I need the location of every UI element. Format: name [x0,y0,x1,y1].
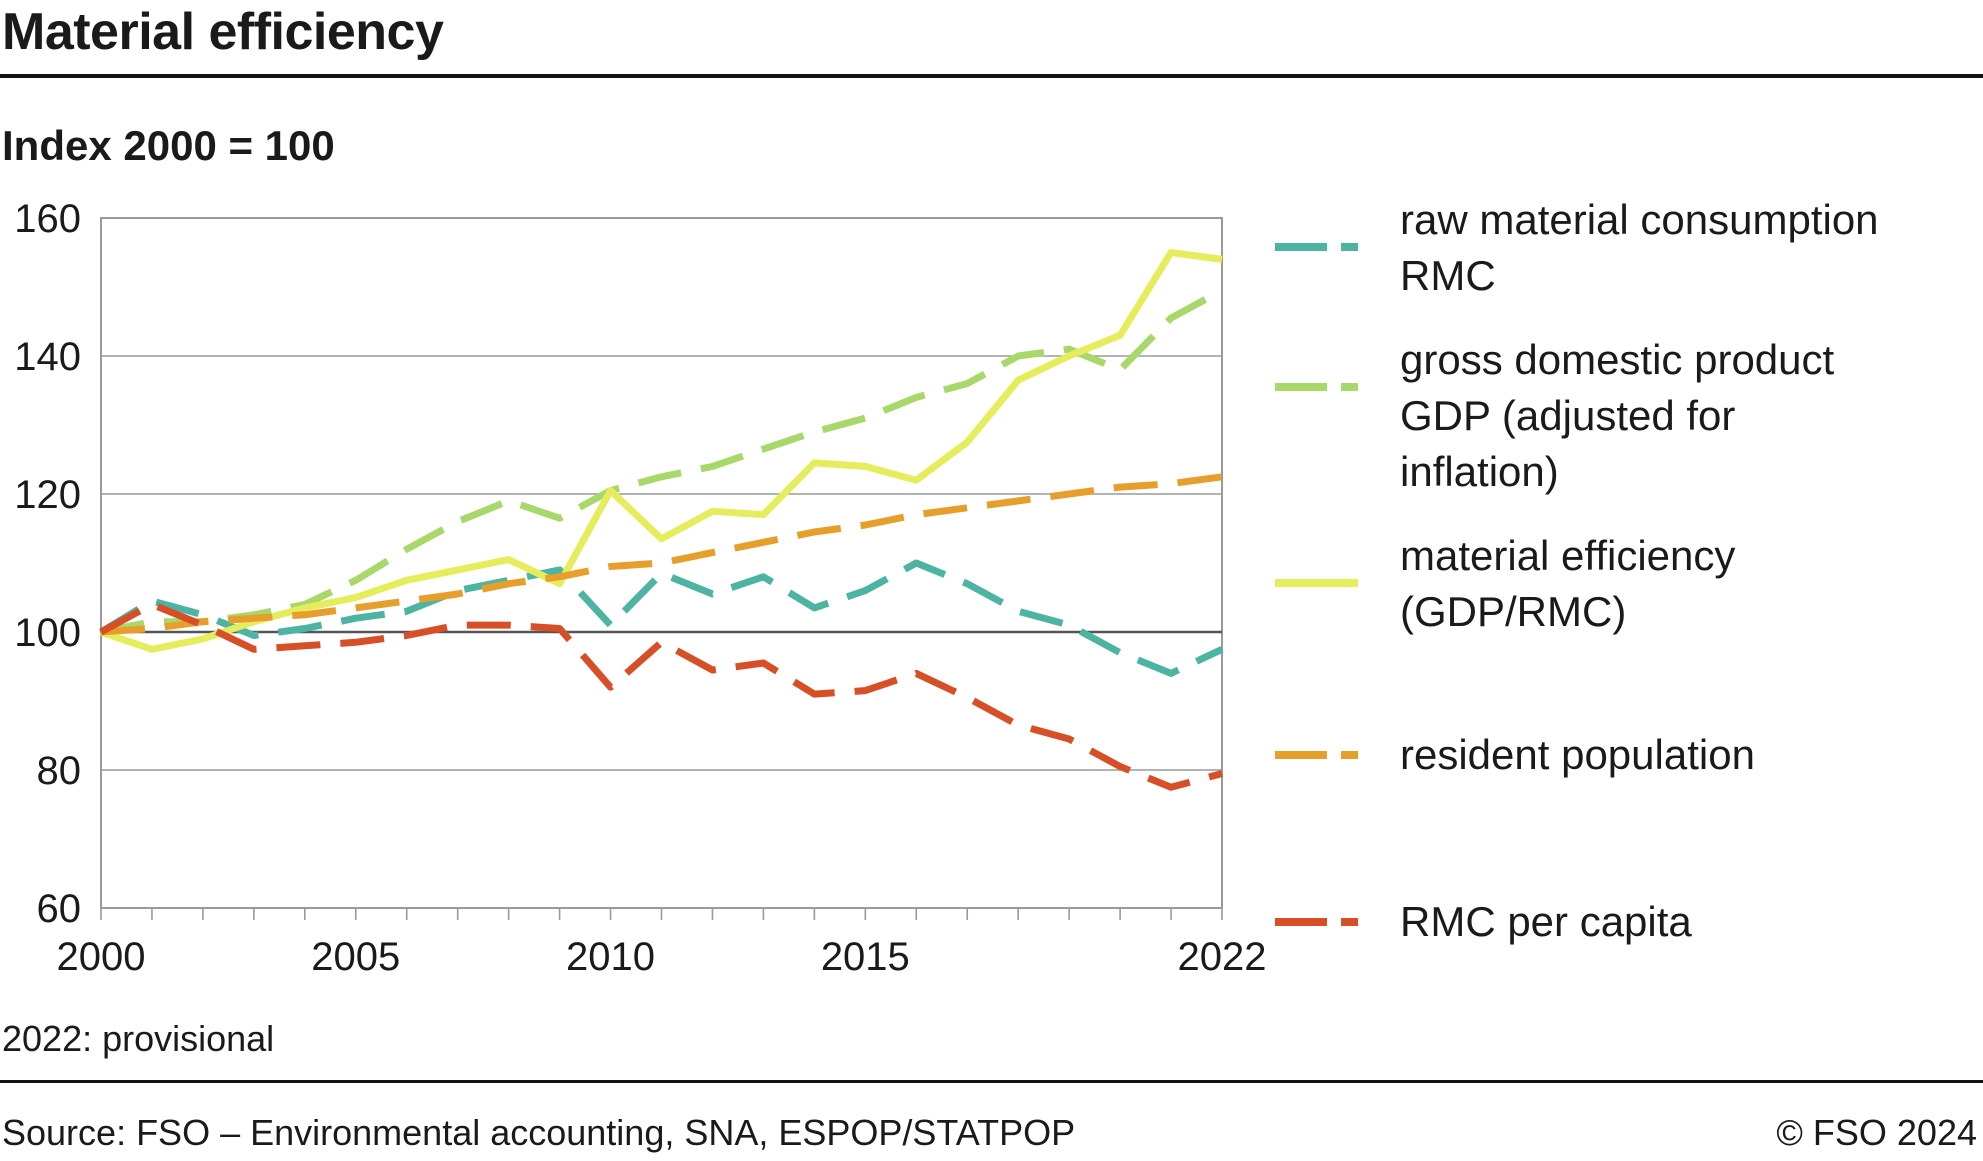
chart-subtitle: Index 2000 = 100 [2,122,335,169]
series-layer [99,249,1224,791]
legend-label: gross domestic product [1400,336,1835,383]
title-divider [0,74,1983,78]
series-line-5 [99,600,1223,791]
y-tick-label: 100 [14,611,81,655]
series-line-1 [99,559,1224,677]
grid-lines [100,217,1223,909]
x-tick-label: 2015 [821,935,910,979]
copyright: © FSO 2024 [1776,1112,1977,1153]
legend-label: material efficiency [1400,532,1735,579]
x-tick-label: 2005 [311,935,400,979]
legend-label: GDP (adjusted for [1400,392,1735,439]
legend-label: inflation) [1400,448,1559,495]
legend: raw material consumption RMC gross domesti… [1275,196,1879,945]
y-tick-label: 120 [14,473,81,517]
x-tick-label: 2022 [1178,935,1267,979]
y-tick-label: 160 [14,197,81,241]
plot-frame [100,217,1223,909]
legend-label: RMC [1400,252,1496,299]
footnote: 2022: provisional [2,1018,275,1059]
legend-label: raw material consumption [1400,196,1879,243]
legend-label: resident population [1400,731,1755,778]
axes: 60 80 100 120 140 160 2000 2005 2010 2015 2022 [14,197,1266,979]
x-tick-label: 2000 [57,935,146,979]
legend-label: (GDP/RMC) [1400,588,1626,635]
y-tick-label: 140 [14,335,81,379]
x-tick-label: 2010 [566,935,655,979]
source-note: Source: FSO – Environmental accounting, … [2,1112,1076,1153]
y-tick-label: 60 [37,887,82,931]
chart-title: Material efficiency [2,3,444,61]
footer-divider [0,1080,1983,1083]
legend-label: RMC per capita [1400,898,1692,945]
series-line-2 [100,287,1224,636]
series-line-3 [99,249,1223,653]
y-tick-label: 80 [37,749,82,793]
